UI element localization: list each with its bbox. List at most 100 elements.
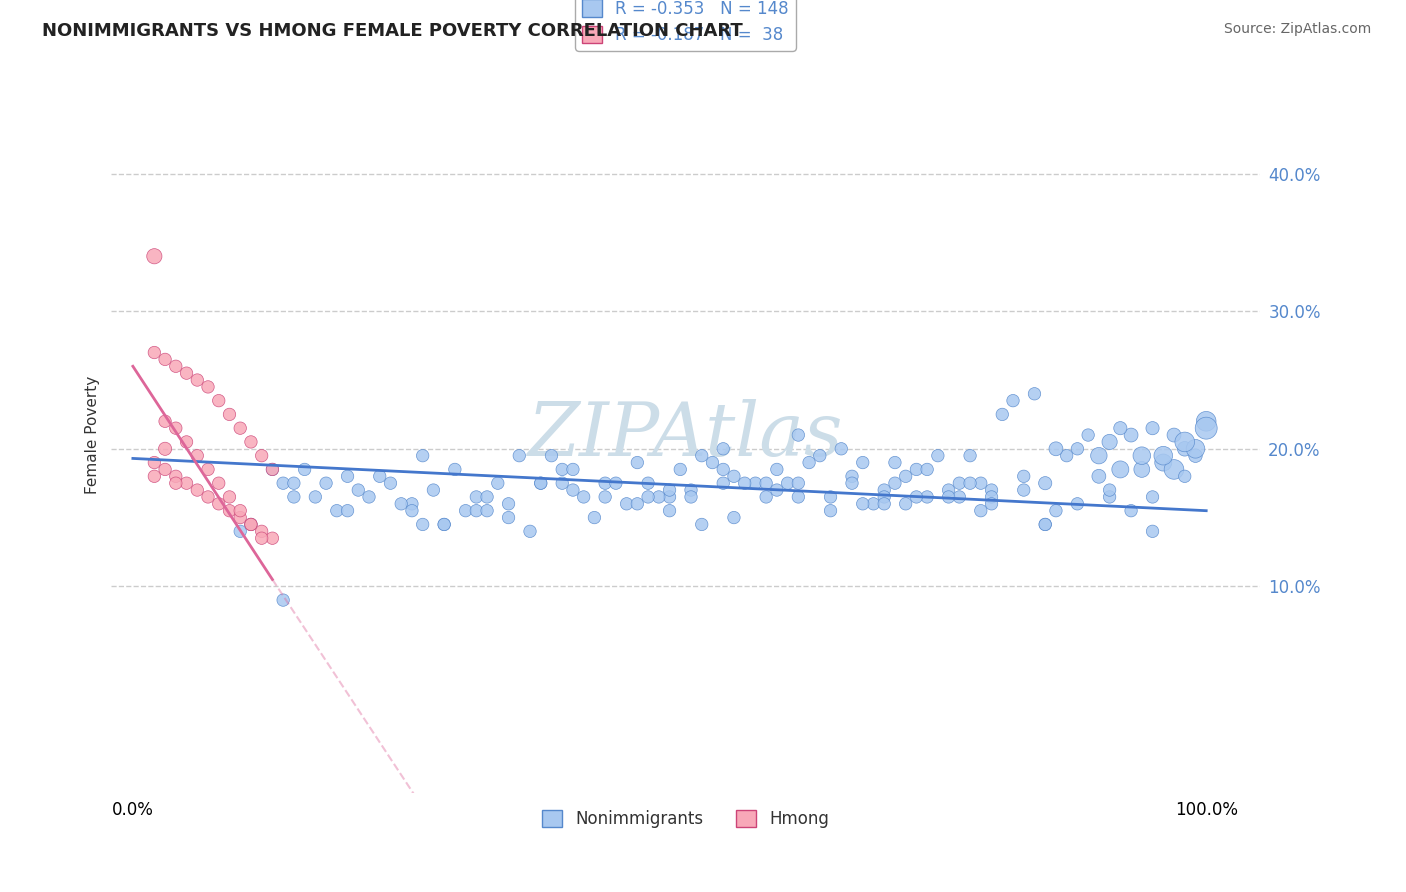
Point <box>787 490 810 504</box>
Point <box>508 449 530 463</box>
Point <box>787 428 810 442</box>
Point <box>1163 462 1185 476</box>
Point <box>1184 449 1206 463</box>
Point <box>787 476 810 491</box>
Point <box>970 476 993 491</box>
Point <box>165 469 187 483</box>
Point <box>648 490 671 504</box>
Point <box>776 476 799 491</box>
Point <box>1142 490 1164 504</box>
Point <box>262 531 284 545</box>
Point <box>1130 462 1153 476</box>
Point <box>938 483 960 497</box>
Point <box>1012 483 1035 497</box>
Point <box>1033 476 1056 491</box>
Point <box>1077 428 1099 442</box>
Point <box>679 490 702 504</box>
Point <box>1109 462 1132 476</box>
Point <box>153 442 176 456</box>
Point <box>551 462 574 476</box>
Point <box>475 490 498 504</box>
Point <box>852 456 875 470</box>
Point <box>218 408 240 422</box>
Text: Source: ZipAtlas.com: Source: ZipAtlas.com <box>1223 22 1371 37</box>
Point <box>412 517 434 532</box>
Point <box>572 490 595 504</box>
Point <box>176 366 198 380</box>
Point <box>1024 386 1046 401</box>
Point <box>915 462 938 476</box>
Point <box>143 345 166 359</box>
Point <box>475 504 498 518</box>
Point <box>734 476 756 491</box>
Point <box>283 490 305 504</box>
Point <box>873 490 896 504</box>
Point <box>1152 449 1174 463</box>
Point <box>143 456 166 470</box>
Point <box>679 483 702 497</box>
Point <box>229 524 252 539</box>
Point <box>702 456 724 470</box>
Point <box>980 483 1002 497</box>
Point <box>229 421 252 435</box>
Point <box>336 469 359 483</box>
Point <box>1174 434 1197 449</box>
Point <box>176 476 198 491</box>
Point <box>1109 421 1132 435</box>
Point <box>637 476 659 491</box>
Point <box>465 490 488 504</box>
Point <box>884 456 907 470</box>
Point <box>658 504 681 518</box>
Point <box>283 476 305 491</box>
Point <box>711 476 734 491</box>
Point <box>1174 442 1197 456</box>
Text: ZIPAtlas: ZIPAtlas <box>527 399 844 471</box>
Point <box>561 483 583 497</box>
Point <box>197 380 219 394</box>
Point <box>605 476 627 491</box>
Point <box>938 490 960 504</box>
Text: NONIMMIGRANTS VS HMONG FEMALE POVERTY CORRELATION CHART: NONIMMIGRANTS VS HMONG FEMALE POVERTY CO… <box>42 22 742 40</box>
Point <box>948 490 970 504</box>
Point <box>852 497 875 511</box>
Point <box>755 476 778 491</box>
Point <box>294 462 316 476</box>
Point <box>250 531 273 545</box>
Point <box>830 442 852 456</box>
Point <box>262 462 284 476</box>
Point <box>766 483 789 497</box>
Point <box>239 434 262 449</box>
Point <box>1033 517 1056 532</box>
Point <box>658 490 681 504</box>
Point <box>905 490 928 504</box>
Point <box>626 456 648 470</box>
Point <box>250 449 273 463</box>
Point <box>561 462 583 476</box>
Point <box>593 490 616 504</box>
Point <box>1098 483 1121 497</box>
Point <box>626 497 648 511</box>
Point <box>315 476 337 491</box>
Point <box>948 476 970 491</box>
Point <box>389 497 412 511</box>
Point <box>991 408 1014 422</box>
Point <box>326 504 349 518</box>
Point <box>218 504 240 518</box>
Point <box>176 434 198 449</box>
Point <box>820 504 842 518</box>
Point <box>583 510 606 524</box>
Point <box>530 476 553 491</box>
Point <box>486 476 509 491</box>
Point <box>401 497 423 511</box>
Point <box>208 476 231 491</box>
Point <box>1163 428 1185 442</box>
Point <box>540 449 562 463</box>
Point <box>841 469 863 483</box>
Point <box>862 497 884 511</box>
Point <box>465 504 488 518</box>
Point <box>1184 442 1206 456</box>
Point <box>1066 442 1088 456</box>
Point <box>637 490 659 504</box>
Point <box>551 476 574 491</box>
Point <box>744 476 766 491</box>
